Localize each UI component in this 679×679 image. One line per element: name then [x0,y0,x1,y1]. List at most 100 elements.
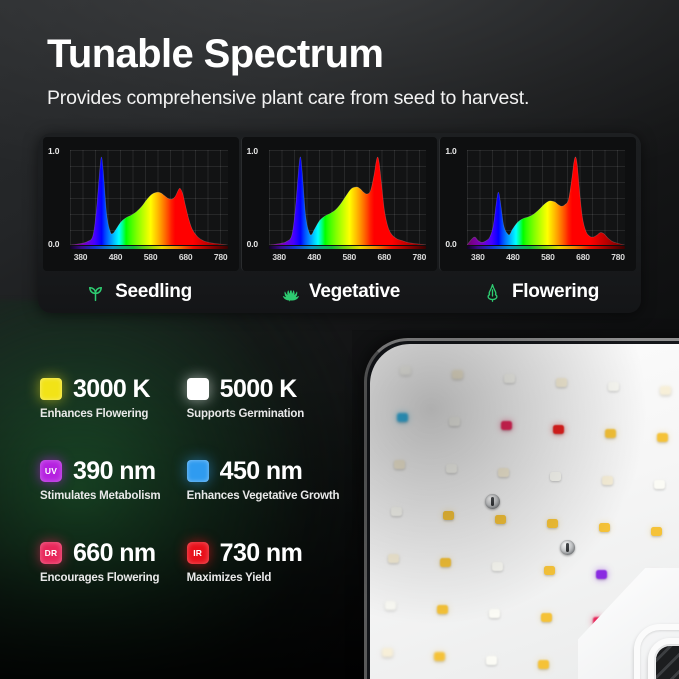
swatch-cool-white [186,378,209,400]
heatsink-ring-outer [634,624,679,679]
flower-bud-icon [482,282,503,303]
x-axis-tick: 780 [412,252,427,262]
x-axis-tick: 380 [272,252,286,262]
spec-description: Stimulates Metabolism [40,490,161,502]
x-axis: 380 480 580 680 780 [269,252,427,266]
led-diode [400,366,411,375]
led-diode [492,562,503,571]
spectrum-charts-row: 1.0 0.0 380 480 580 680 780 1.0 0.0 380 480 580 68… [38,133,641,271]
x-axis-tick: 580 [541,252,555,262]
led-diode [553,425,564,434]
led-diode [397,413,408,422]
spectrum-chart-flowering: 1.0 0.0 380 480 580 680 780 [439,137,637,271]
x-axis-tick: 480 [307,252,322,262]
cannabis-leaf-icon [279,282,300,303]
x-axis-tick: 480 [506,252,520,262]
led-diode [446,464,457,473]
led-diode [388,554,399,563]
page-title: Tunable Spectrum [47,32,384,76]
led-panel-photo [352,330,679,679]
spec-value: 390 nm [73,456,156,485]
led-diode [498,468,509,477]
badge-dr: DR [40,542,62,564]
spec-row: DR 660 nm Encourages Flowering IR 730 nm Maxi… [40,538,370,584]
stage-item-flowering[interactable]: Flowering [440,281,641,303]
heatsink-vent-core [656,646,679,679]
spec-description: Enhances Flowering [40,408,149,420]
led-diode [550,472,561,481]
led-diode [391,507,402,516]
badge-uv: UV [40,460,62,482]
growth-stage-legend: Seedling Vegetative Flowering [38,271,641,313]
spec-description: Enhances Vegetative Growth [186,490,340,502]
spec-head: UV 390 nm [40,456,187,486]
led-diode [605,429,616,438]
led-diode [657,433,668,442]
led-diode [596,570,607,579]
stage-label: Flowering [511,281,600,302]
spectrum-color-bar [70,246,228,249]
led-diode [452,370,463,379]
y-axis-max-label: 1.0 [246,146,258,156]
spectrum-spec-list: 3000 K Enhances Flowering 5000 K Supports G… [40,374,370,620]
spec-item-450nm: 450 nm Enhances Vegetative Growth [186,456,370,502]
spec-head: 450 nm [186,456,370,486]
led-diode [654,480,665,489]
mounting-screw [485,494,500,509]
led-diode [440,558,451,567]
led-diode [538,660,549,669]
led-diode [385,601,396,610]
badge-ir: IR [186,542,209,564]
y-axis-max-label: 1.0 [445,146,457,156]
spectrum-plot-area [467,150,626,245]
led-diode [489,609,500,618]
spec-item-3000k: 3000 K Enhances Flowering [40,374,187,420]
led-diode [501,421,512,430]
led-diode [504,374,515,383]
x-axis-tick: 580 [342,252,357,262]
mounting-screw [560,540,575,555]
spectrum-chart-seedling: 1.0 0.0 380 480 580 680 780 [43,137,239,271]
led-diode [495,515,506,524]
spec-description: Maximizes Yield [186,572,272,584]
stage-item-vegetative[interactable]: Vegetative [239,281,440,303]
y-axis-min-label: 0.0 [48,239,60,249]
spec-item-660nm: DR 660 nm Encourages Flowering [40,538,187,584]
x-axis-tick: 680 [178,252,193,262]
led-diode [443,511,454,520]
spectrum-chart-vegetative: 1.0 0.0 380 480 580 680 780 [240,137,438,271]
led-diode [651,527,662,536]
spec-description: Supports Germination [186,408,305,420]
x-axis-tick: 780 [213,252,228,262]
swatch-blue [186,460,209,482]
sprout-icon [85,282,106,303]
led-diode [660,386,671,395]
spec-row: UV 390 nm Stimulates Metabolism 450 nm Enhan… [40,456,370,502]
x-axis-tick: 580 [143,252,158,262]
y-axis-min-label: 0.0 [246,239,258,249]
spec-value: 730 nm [219,538,303,567]
led-board-surface [370,344,679,679]
spec-head: IR 730 nm [186,538,370,568]
spec-head: DR 660 nm [40,538,187,568]
led-diode [394,460,405,469]
led-diode [486,656,497,665]
led-diode [449,417,460,426]
stage-item-seedling[interactable]: Seedling [38,281,239,303]
header: Tunable Spectrum Provides comprehensive … [47,32,647,110]
stage-label: Vegetative [309,281,400,302]
led-diode [608,382,619,391]
spec-value: 3000 K [73,374,151,403]
led-diode [541,613,552,622]
led-diode [544,566,555,575]
heatsink-ring-mid [648,638,679,679]
x-axis-tick: 680 [576,252,590,262]
spec-description: Encourages Flowering [40,572,160,584]
x-axis-tick: 480 [108,252,123,262]
spec-head: 3000 K [40,374,187,404]
spec-value: 5000 K [219,374,298,403]
spec-value: 450 nm [219,456,303,485]
led-diode [547,519,558,528]
y-axis-min-label: 0.0 [445,239,457,249]
